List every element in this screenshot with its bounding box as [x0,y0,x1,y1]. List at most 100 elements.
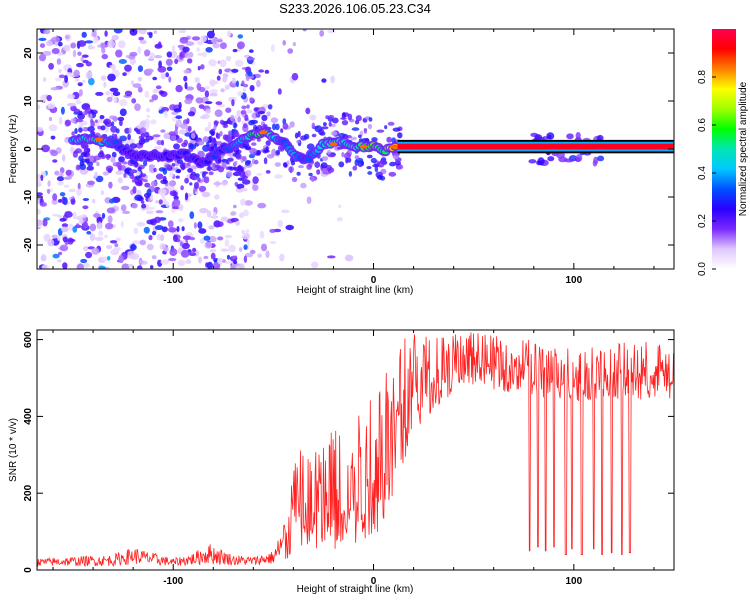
noise-blob [178,129,187,135]
noise-blob [238,164,242,170]
noise-blob [85,251,93,259]
side-peak-blob [575,154,583,162]
noise-blob [115,170,123,175]
noise-blob [140,173,147,178]
noise-blob [79,163,87,170]
noise-blob [200,237,205,244]
noise-blob [270,117,279,124]
spectrogram-x-label: Height of straight line (km) [297,285,414,296]
noise-blob [388,171,397,177]
noise-blob [245,229,250,233]
noise-blob [84,40,94,44]
colorbar-ticks: 0.0 0.2 0.4 0.6 0.8 [697,70,716,276]
noise-blob [336,146,344,150]
noise-blob [60,226,69,233]
noise-blob [146,219,154,225]
noise-blob [242,88,247,92]
noise-blob [233,204,237,209]
noise-blob [256,79,261,88]
noise-blob [237,177,245,181]
noise-blob [370,157,377,164]
noise-blob [60,106,65,115]
noise-blob [348,171,353,177]
noise-blob [217,236,224,241]
noise-blob [352,165,358,171]
noise-blob [134,127,139,132]
snr-panel: -100 0 100 0 200 400 600 Height of straight li… [8,329,675,595]
noise-blob [209,89,219,93]
noise-blob [181,249,190,258]
noise-blob [287,48,294,54]
noise-blob [105,153,111,160]
noise-blob [82,59,89,64]
noise-blob [39,202,48,207]
noise-blob [52,159,58,163]
noise-blob [239,187,248,192]
noise-blob [166,51,172,58]
noise-blob [193,182,199,189]
noise-blob [204,241,212,249]
noise-blob [175,175,180,179]
noise-blob [119,135,127,142]
noise-blob [181,142,188,148]
noise-blob [193,222,197,229]
noise-blob [65,169,72,176]
noise-blob [184,82,188,90]
noise-blob [328,115,335,119]
noise-blob [318,128,325,136]
noise-blob [146,206,155,210]
noise-blob [274,162,281,167]
noise-blob [100,190,104,196]
noise-blob [374,165,379,173]
noise-blob [118,255,125,264]
noise-blob [42,50,52,56]
noise-blob [183,69,191,74]
noise-blob [367,171,373,175]
noise-blob [114,243,119,248]
x-tick-label: 100 [565,275,582,286]
noise-blob [189,211,195,220]
noise-blob [219,59,227,68]
noise-blob [106,96,113,103]
noise-blob [233,166,237,170]
noise-blob [311,122,316,130]
noise-blob [58,74,66,79]
noise-blob [101,53,109,60]
noise-blob [96,216,103,225]
noise-blob [214,109,223,117]
noise-blob [225,55,232,62]
noise-blob [266,111,271,117]
noise-blob [176,168,182,173]
noise-blob [184,52,190,59]
noise-blob [330,75,335,84]
noise-blob [185,86,195,91]
noise-blob [137,65,143,72]
noise-blob [231,68,239,73]
noise-blob [242,209,249,217]
noise-blob [93,159,97,163]
noise-blob [176,137,183,143]
noise-blob [224,235,233,239]
noise-blob [171,163,176,167]
noise-blob [236,109,242,117]
noise-blob [123,173,127,178]
noise-blob [243,123,248,129]
noise-blob [216,75,221,81]
noise-blob [168,257,177,262]
noise-blob [92,35,99,44]
x-tick-label: 0 [371,275,377,286]
noise-blob [88,77,95,86]
noise-blob [206,210,212,218]
noise-blob [207,121,212,130]
side-peak-blob [546,132,555,140]
noise-blob [230,264,237,269]
noise-blob [149,55,154,60]
noise-blob [140,137,145,143]
noise-blob [392,154,399,160]
noise-blob [200,64,205,70]
noise-blob [394,160,401,166]
noise-blob [341,120,349,126]
noise-blob [47,239,55,247]
noise-blob [106,244,113,250]
side-peak-blob [528,159,537,164]
